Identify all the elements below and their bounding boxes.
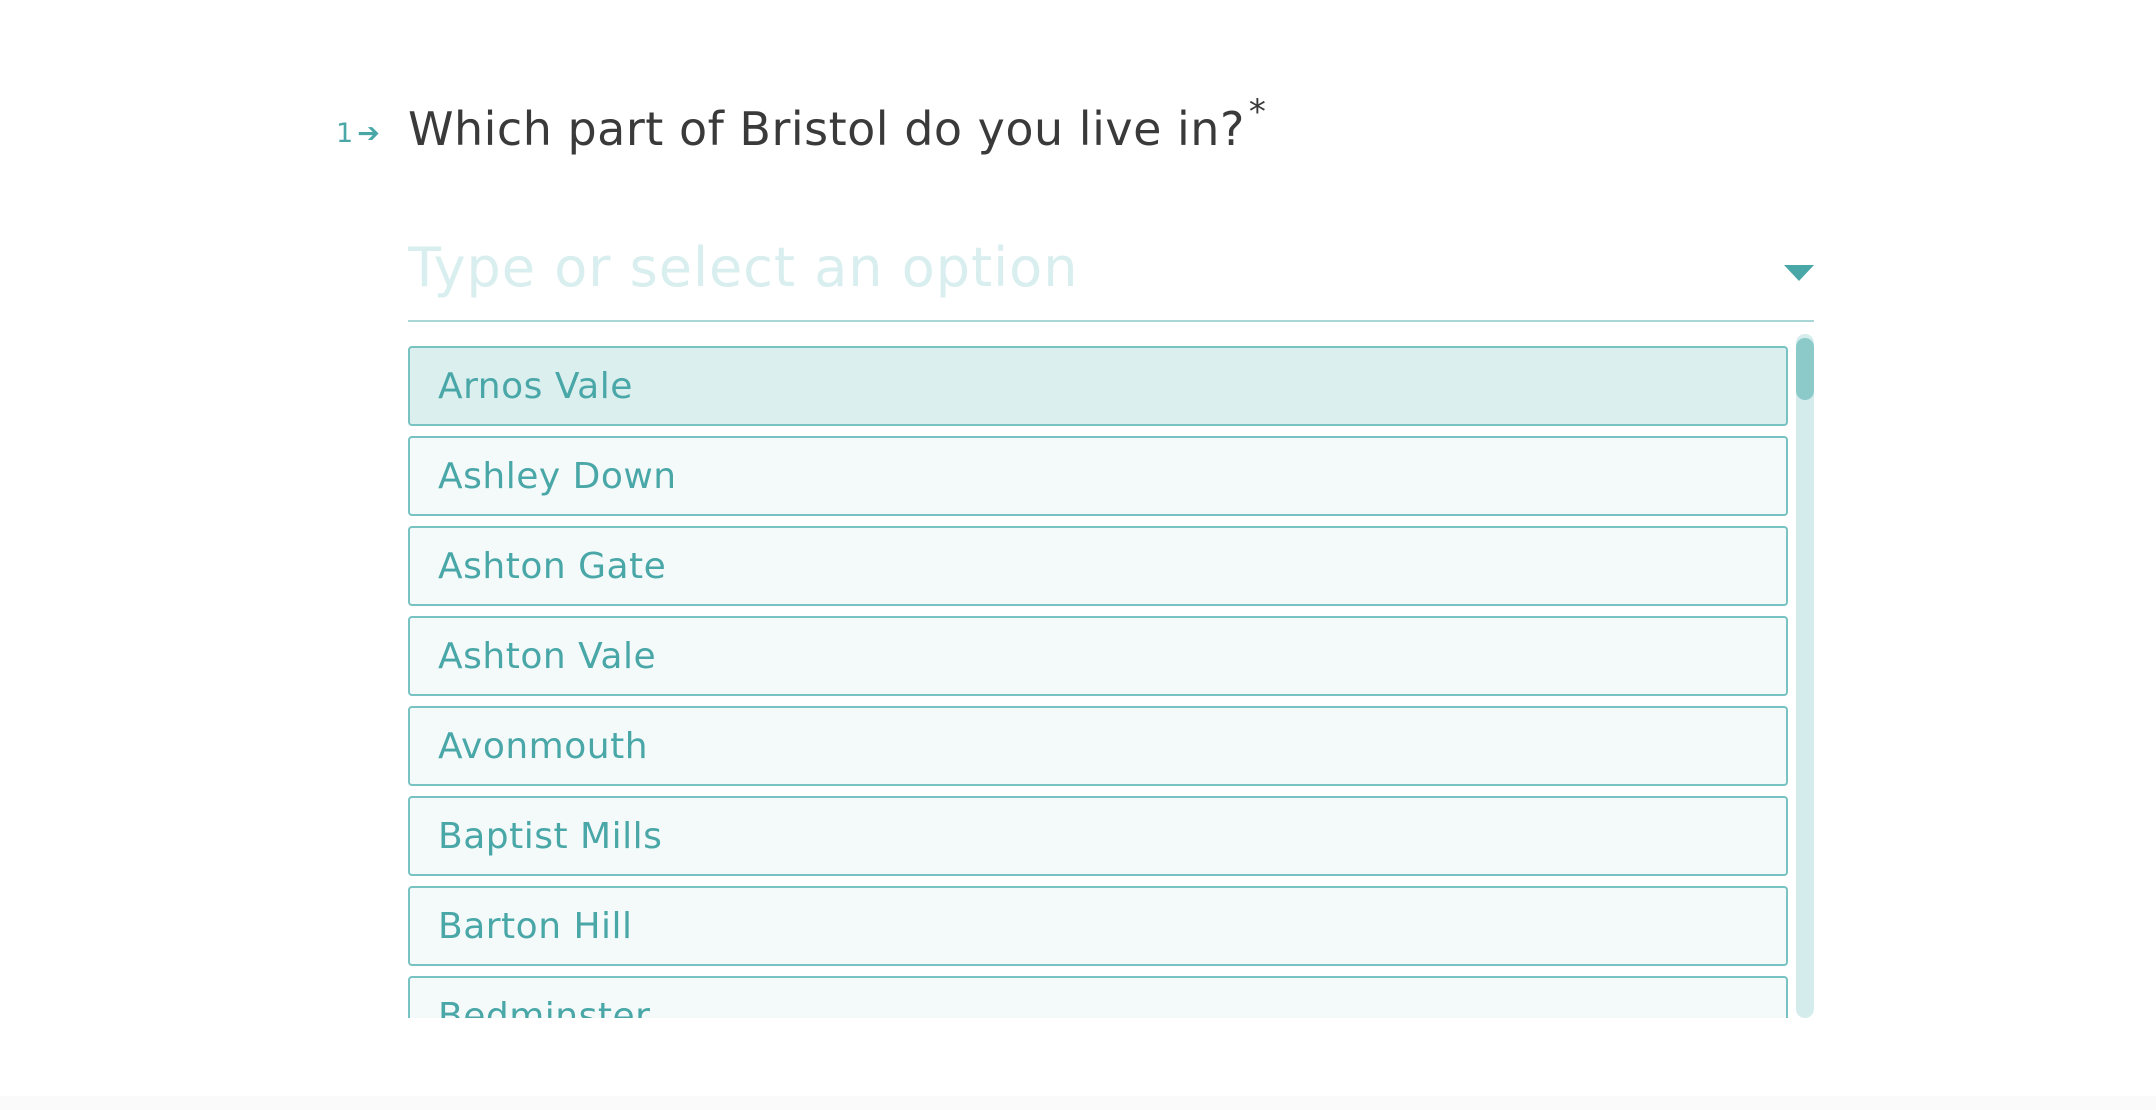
option-label: Avonmouth: [438, 725, 649, 767]
page-footer-strip: [0, 1096, 2156, 1110]
dropdown-toggle-button[interactable]: [1784, 258, 1814, 288]
arrow-right-icon: ➔: [357, 118, 380, 149]
option-label: Ashley Down: [438, 455, 677, 497]
question-number: 1 ➔: [336, 118, 380, 149]
option-label: Baptist Mills: [438, 815, 663, 857]
scrollbar-thumb[interactable]: [1796, 338, 1814, 400]
options-scrollbar[interactable]: [1796, 334, 1814, 1018]
option-item[interactable]: Ashton Gate: [408, 526, 1788, 606]
option-label: Barton Hill: [438, 905, 633, 947]
options-list: Arnos Vale Ashley Down Ashton Gate Ashto…: [408, 334, 1814, 1018]
option-label: Arnos Vale: [438, 365, 633, 407]
dropdown-input-container: [408, 210, 1814, 322]
option-item[interactable]: Arnos Vale: [408, 346, 1788, 426]
option-item[interactable]: Barton Hill: [408, 886, 1788, 966]
question-title: Which part of Bristol do you live in? *: [408, 92, 1266, 156]
option-item[interactable]: Ashton Vale: [408, 616, 1788, 696]
question-number-text: 1: [336, 118, 354, 149]
option-item[interactable]: Baptist Mills: [408, 796, 1788, 876]
option-item[interactable]: Ashley Down: [408, 436, 1788, 516]
option-label: Bedminster: [438, 995, 651, 1019]
option-search-input[interactable]: [408, 222, 1708, 312]
option-label: Ashton Gate: [438, 545, 667, 587]
question-text: Which part of Bristol do you live in?: [408, 102, 1245, 156]
required-asterisk: *: [1248, 92, 1267, 132]
option-item[interactable]: Bedminster: [408, 976, 1788, 1018]
option-label: Ashton Vale: [438, 635, 657, 677]
option-item[interactable]: Avonmouth: [408, 706, 1788, 786]
caret-down-icon: [1784, 265, 1814, 281]
